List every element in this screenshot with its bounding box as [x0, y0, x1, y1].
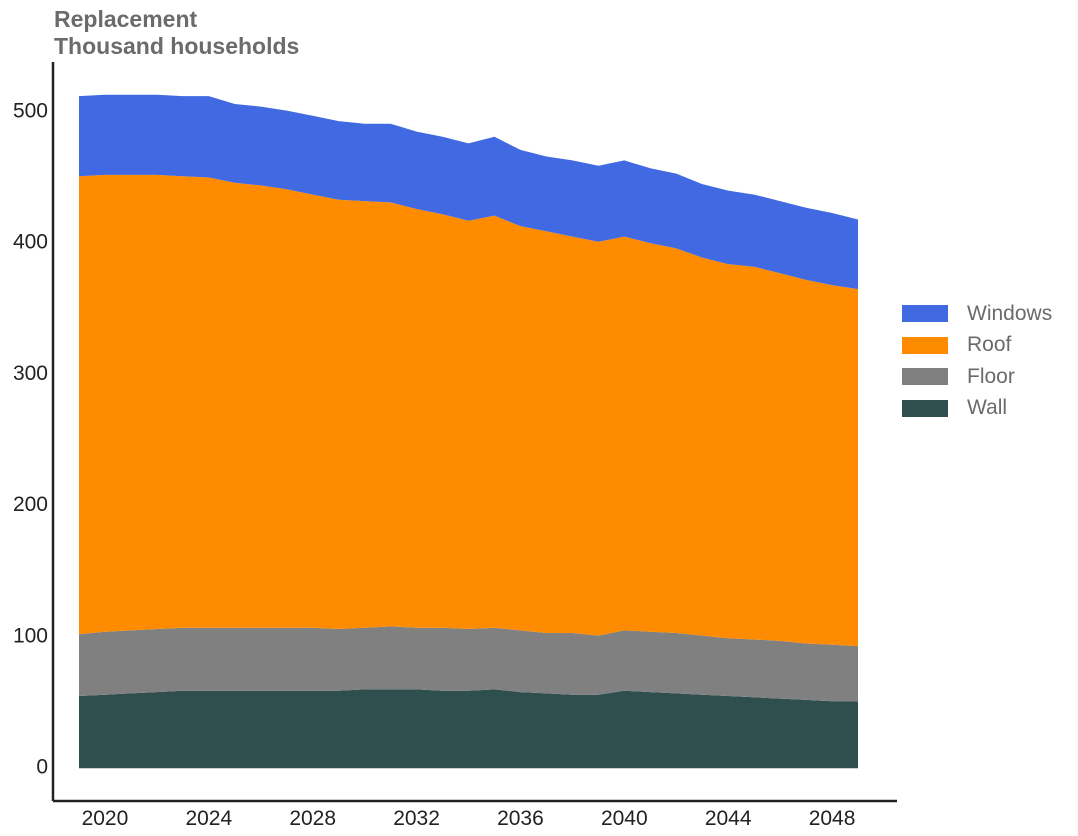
x-tick-label: 2024 — [185, 807, 232, 830]
chart-title-line2: Thousand households — [54, 33, 300, 59]
area-windows — [79, 94, 858, 290]
area-series-group — [79, 94, 858, 769]
area-wall — [79, 689, 858, 769]
y-tick-label: 400 — [13, 231, 48, 254]
chart-title-line1: Replacement — [54, 6, 198, 32]
y-tick-label: 100 — [13, 624, 48, 647]
x-tick-label: 2048 — [809, 807, 856, 830]
axes-group: 0 100 200 300 400 500 2020 2024 2028 2032 2036 2040… — [13, 62, 897, 830]
legend-label: Windows — [967, 301, 1053, 325]
area-roof — [79, 174, 858, 647]
y-tick-label: 500 — [13, 99, 48, 122]
legend-item-floor: Floor — [902, 361, 1052, 393]
legend-item-windows: Windows — [902, 298, 1052, 330]
legend-label: Floor — [967, 364, 1015, 388]
x-tick-label: 2032 — [393, 807, 440, 830]
legend-swatch — [902, 336, 948, 354]
y-tick-label: 0 — [36, 756, 48, 779]
y-tick-label: 200 — [13, 493, 48, 516]
y-tick-label: 300 — [13, 362, 48, 385]
legend-swatch — [902, 305, 948, 323]
legend-label: Roof — [967, 333, 1012, 357]
x-tick-label: 2028 — [289, 807, 336, 830]
x-tick-label: 2044 — [705, 807, 752, 830]
x-tick-label: 2020 — [82, 807, 129, 830]
legend-label: Wall — [967, 396, 1008, 420]
area-floor — [79, 626, 858, 702]
x-tick-label: 2036 — [497, 807, 544, 830]
legend: Windows Roof Floor Wall — [902, 298, 1052, 424]
legend-swatch — [902, 368, 948, 386]
x-tick-label: 2040 — [601, 807, 648, 830]
chart-title: Replacement Thousand households — [54, 6, 299, 60]
legend-swatch — [902, 399, 948, 417]
legend-item-wall: Wall — [902, 393, 1052, 425]
legend-item-roof: Roof — [902, 330, 1052, 362]
